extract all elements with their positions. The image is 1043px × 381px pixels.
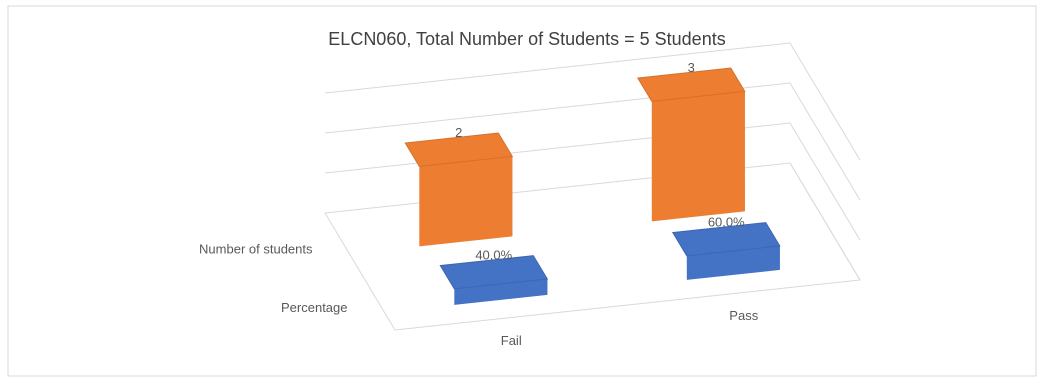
data-label: 2 xyxy=(455,125,462,140)
x-tick-label: Pass xyxy=(729,308,758,323)
bar-top xyxy=(636,67,746,102)
data-label: 60.0% xyxy=(708,215,745,230)
bar-front xyxy=(419,156,513,247)
series-axis-label: Percentage xyxy=(281,300,348,315)
grid-line xyxy=(324,42,861,161)
x-tick-label: Fail xyxy=(501,333,522,348)
data-label: 3 xyxy=(688,60,695,75)
chart-frame xyxy=(7,5,1037,377)
chart-title: ELCN060, Total Number of Students = 5 St… xyxy=(328,29,725,49)
bar-top xyxy=(404,132,514,167)
bar-front xyxy=(454,278,548,305)
bar-front xyxy=(686,245,780,280)
bar-front xyxy=(651,91,745,222)
series-axis-label: Number of students xyxy=(199,242,313,257)
grid-line xyxy=(324,82,861,201)
data-label: 40.0% xyxy=(475,248,512,263)
bar-top xyxy=(439,255,549,290)
bar-top xyxy=(671,222,781,257)
